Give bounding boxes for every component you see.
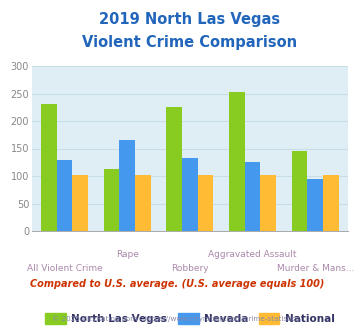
Text: Aggravated Assault: Aggravated Assault	[208, 250, 297, 259]
Bar	[166, 107, 182, 231]
Bar	[41, 105, 57, 231]
Bar	[307, 179, 323, 231]
Text: 2019 North Las Vegas: 2019 North Las Vegas	[99, 12, 280, 26]
Legend: North Las Vegas, Nevada, National: North Las Vegas, Nevada, National	[41, 309, 339, 328]
Text: Rape: Rape	[116, 250, 139, 259]
Text: © 2025 CityRating.com - https://www.cityrating.com/crime-statistics/: © 2025 CityRating.com - https://www.city…	[53, 315, 302, 322]
Text: All Violent Crime: All Violent Crime	[27, 264, 103, 273]
Bar	[104, 169, 119, 231]
Text: Compared to U.S. average. (U.S. average equals 100): Compared to U.S. average. (U.S. average …	[30, 279, 325, 289]
Bar	[245, 162, 261, 231]
Bar	[323, 175, 339, 231]
Bar	[119, 140, 135, 231]
Bar	[72, 175, 88, 231]
Text: Robbery: Robbery	[171, 264, 209, 273]
Text: Murder & Mans...: Murder & Mans...	[277, 264, 354, 273]
Text: Violent Crime Comparison: Violent Crime Comparison	[82, 35, 297, 50]
Bar	[182, 158, 198, 231]
Bar	[198, 175, 213, 231]
Bar	[57, 159, 72, 231]
Bar	[292, 151, 307, 231]
Bar	[229, 92, 245, 231]
Bar	[261, 175, 276, 231]
Bar	[135, 175, 151, 231]
